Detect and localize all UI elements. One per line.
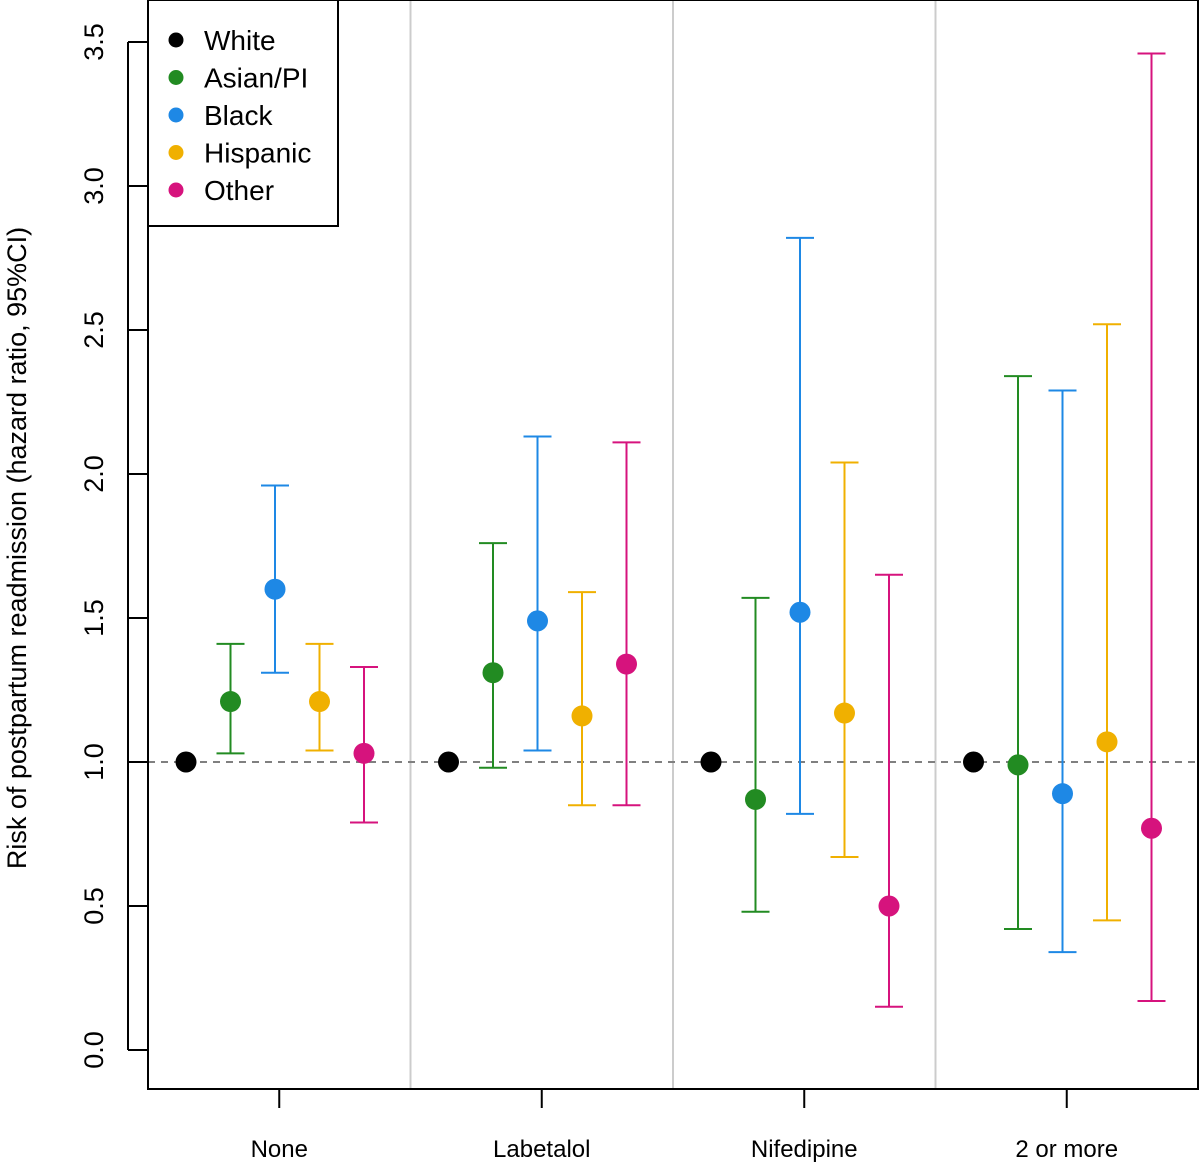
error-bars-group — [216, 52, 1166, 1008]
error-bar — [1048, 389, 1077, 954]
legend-label: White — [204, 25, 276, 56]
data-point — [571, 705, 593, 727]
legend-label: Hispanic — [204, 138, 311, 169]
y-tick-label: 0.5 — [79, 887, 109, 925]
legend-label: Other — [204, 175, 274, 206]
legend-marker — [168, 182, 184, 198]
error-bar — [1093, 323, 1121, 922]
x-tick-label: Nifedipine — [751, 1136, 858, 1163]
error-bar — [741, 596, 770, 913]
error-bar — [786, 236, 814, 815]
data-point — [527, 610, 548, 632]
plot-frame — [147, 0, 1199, 1090]
data-point — [1141, 817, 1162, 839]
data-point — [834, 702, 855, 724]
data-point — [1052, 783, 1073, 805]
error-bar — [523, 435, 552, 752]
y-tick-label: 1.0 — [79, 743, 109, 781]
group-dividers — [409, 0, 937, 1089]
y-tick-label: 0.0 — [79, 1031, 109, 1069]
error-bar — [1004, 375, 1032, 931]
data-point — [482, 662, 504, 684]
data-point — [175, 751, 197, 773]
data-point — [309, 691, 330, 713]
y-tick-label: 1.5 — [79, 599, 109, 637]
legend-marker — [168, 107, 184, 123]
data-point — [616, 653, 637, 675]
y-axis-label: Risk of postpartum readmission (hazard r… — [2, 227, 32, 869]
data-point — [700, 751, 722, 773]
data-point — [963, 751, 984, 773]
x-tick-label: 2 or more — [1015, 1136, 1118, 1163]
data-point — [264, 578, 286, 600]
y-tick-label: 3.5 — [79, 23, 109, 61]
data-point — [745, 788, 766, 810]
data-point — [438, 751, 459, 773]
x-tick-label: Labetalol — [493, 1136, 590, 1163]
y-axis: 0.0 0.5 1.0 1.5 2.0 2.5 3.0 3.5 — [79, 23, 148, 1069]
error-bar — [568, 591, 596, 807]
y-tick-label: 2.5 — [79, 311, 109, 349]
legend-marker — [168, 70, 184, 85]
points-group — [175, 578, 1162, 917]
y-tick-label: 2.0 — [79, 455, 109, 493]
data-point — [789, 601, 811, 623]
error-bar — [1137, 52, 1166, 1003]
legend: White Asian/PI Black Hispanic Other — [147, 0, 339, 227]
legend-marker — [168, 32, 184, 48]
x-axis: None Labetalol Nifedipine 2 or more — [251, 1089, 1118, 1163]
data-point — [1007, 754, 1029, 776]
error-bar — [875, 573, 903, 1008]
data-point — [353, 742, 375, 764]
data-point — [220, 691, 241, 713]
y-tick-label: 3.0 — [79, 167, 109, 205]
x-tick-label: None — [251, 1136, 308, 1163]
error-bar — [612, 441, 641, 807]
error-bar — [479, 542, 507, 769]
error-bar — [830, 461, 859, 859]
legend-marker — [168, 145, 184, 160]
legend-label: Asian/PI — [204, 63, 308, 94]
data-point — [878, 895, 900, 917]
data-point — [1096, 731, 1118, 753]
legend-label: Black — [204, 100, 273, 131]
